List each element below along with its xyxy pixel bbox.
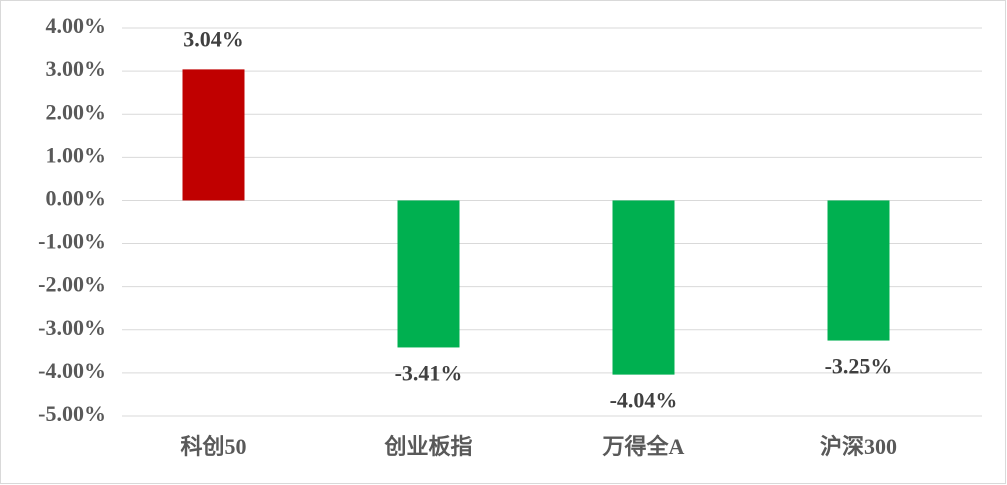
value-label: -4.04% xyxy=(610,388,678,413)
value-label: -3.25% xyxy=(825,354,893,379)
y-tick-label: -5.00% xyxy=(38,401,106,426)
x-tick-label: 万得全A xyxy=(602,434,685,459)
x-tick-label: 沪深300 xyxy=(820,434,897,459)
y-tick-label: 3.00% xyxy=(46,56,107,81)
x-tick-label: 科创50 xyxy=(180,434,246,459)
y-tick-label: -2.00% xyxy=(38,272,106,297)
y-tick-label: 4.00% xyxy=(46,13,107,38)
y-tick-label: 1.00% xyxy=(46,142,107,167)
value-label: -3.41% xyxy=(395,361,463,386)
bar xyxy=(612,200,675,375)
y-tick-label: -3.00% xyxy=(38,315,106,340)
y-tick-label: -1.00% xyxy=(38,229,106,254)
x-tick-label: 创业板指 xyxy=(383,434,472,459)
value-label: 3.04% xyxy=(183,26,244,51)
bar xyxy=(397,200,460,348)
bar xyxy=(182,69,245,201)
y-tick-label: -4.00% xyxy=(38,358,106,383)
y-tick-label: 0.00% xyxy=(46,185,107,210)
y-tick-label: 2.00% xyxy=(46,99,107,124)
bar xyxy=(827,200,890,341)
